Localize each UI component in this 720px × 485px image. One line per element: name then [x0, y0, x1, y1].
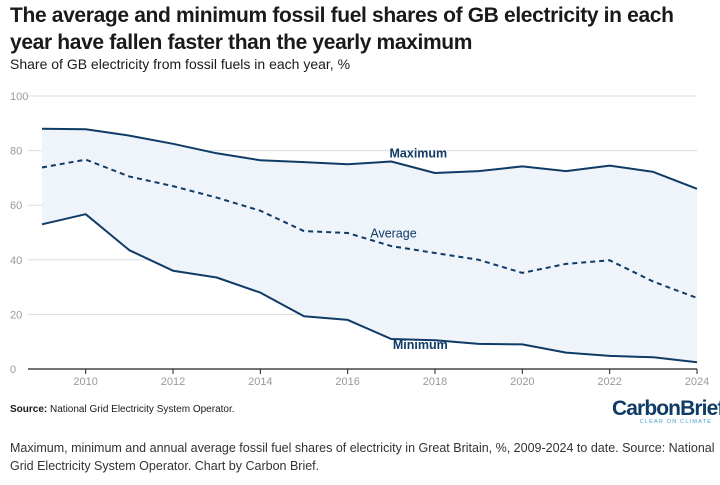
y-tick-label-80: 80 [10, 146, 22, 158]
series-line-maximum [41, 127, 698, 190]
carbonbrief-logo: CarbonBrief CLEAR ON CLIMATE [612, 397, 720, 426]
series-label-average: Average [370, 227, 416, 241]
series-label-minimum: Minimum [393, 338, 448, 352]
y-tick-label-20: 20 [10, 309, 22, 321]
chart-subtitle: Share of GB electricity from fossil fuel… [10, 56, 351, 72]
x-tick-label-2016: 2016 [335, 376, 359, 388]
x-tick-label-2014: 2014 [248, 376, 272, 388]
logo-tagline: CLEAR ON CLIMATE [639, 419, 712, 425]
y-tick-label-100: 100 [10, 91, 28, 103]
chart-title: The average and minimum fossil fuel shar… [10, 4, 674, 54]
logo-wordmark: CarbonBrief [612, 397, 720, 420]
x-tick-label-2010: 2010 [73, 376, 97, 388]
source-text: National Grid Electricity System Operato… [50, 404, 235, 415]
x-tick-label-2020: 2020 [510, 376, 534, 388]
series-line-minimum [41, 213, 698, 364]
series-labels: Maximum Average Minimum [370, 147, 447, 352]
x-tick-label-2024: 2024 [685, 376, 709, 388]
x-tick-label-2012: 2012 [161, 376, 185, 388]
source-note: Source: National Grid Electricity System… [10, 404, 235, 415]
x-tick-label-2018: 2018 [423, 376, 447, 388]
max-min-shaded-band [42, 128, 697, 363]
series-label-maximum: Maximum [390, 147, 448, 161]
source-label: Source: [10, 404, 48, 415]
y-tick-label-60: 60 [10, 200, 22, 212]
y-tick-label-0: 0 [10, 364, 16, 376]
x-tick-label-2022: 2022 [597, 376, 621, 388]
y-tick-label-40: 40 [10, 255, 22, 267]
figure-caption: Maximum, minimum and annual average foss… [10, 441, 715, 473]
range-band [42, 128, 697, 363]
series-lines [41, 127, 698, 364]
x-axis: 2010 2012 2014 2016 2018 2020 2022 2024 [28, 368, 709, 388]
